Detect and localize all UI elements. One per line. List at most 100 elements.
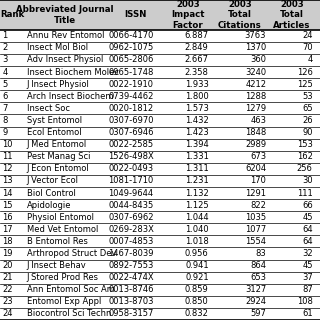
Text: 2003
Total
Citations: 2003 Total Citations xyxy=(218,0,262,30)
Text: J Insect Behav: J Insect Behav xyxy=(27,261,86,270)
Text: 0044-8435: 0044-8435 xyxy=(108,201,153,210)
Text: 0.941: 0.941 xyxy=(185,261,209,270)
Text: 153: 153 xyxy=(297,140,313,149)
Text: Pest Manag Sci: Pest Manag Sci xyxy=(27,152,90,161)
Text: 0307-6970: 0307-6970 xyxy=(108,116,154,125)
Text: 360: 360 xyxy=(250,55,266,65)
Text: 1526-498X: 1526-498X xyxy=(108,152,154,161)
Text: Biocontrol Sci Techn: Biocontrol Sci Techn xyxy=(27,309,111,318)
Text: ISSN: ISSN xyxy=(124,10,146,20)
Text: 70: 70 xyxy=(302,44,313,52)
Text: J Vector Ecol: J Vector Ecol xyxy=(27,176,79,185)
Text: 0022-0493: 0022-0493 xyxy=(108,164,153,173)
Text: Arch Insect Biochem: Arch Insect Biochem xyxy=(27,92,113,101)
Text: 597: 597 xyxy=(250,309,266,318)
Bar xyxy=(0,235,320,247)
Bar xyxy=(0,30,320,42)
Text: 1049-9644: 1049-9644 xyxy=(108,188,153,197)
Text: 90: 90 xyxy=(302,128,313,137)
Text: 0965-1748: 0965-1748 xyxy=(108,68,154,76)
Text: 1.125: 1.125 xyxy=(185,201,209,210)
Bar xyxy=(0,247,320,260)
Text: 0.850: 0.850 xyxy=(185,297,209,306)
Bar xyxy=(0,126,320,139)
Text: 6: 6 xyxy=(3,92,8,101)
Text: 32: 32 xyxy=(302,249,313,258)
Text: Ecol Entomol: Ecol Entomol xyxy=(27,128,81,137)
Text: 9: 9 xyxy=(3,128,8,137)
Text: 111: 111 xyxy=(297,188,313,197)
Text: 1848: 1848 xyxy=(245,128,266,137)
Text: 3127: 3127 xyxy=(245,285,266,294)
Text: 16: 16 xyxy=(3,213,13,222)
Text: 1077: 1077 xyxy=(245,225,266,234)
Text: 0022-1910: 0022-1910 xyxy=(108,80,153,89)
Text: 108: 108 xyxy=(297,297,313,306)
Text: 1.331: 1.331 xyxy=(185,152,209,161)
Text: 2003
Total
Articles: 2003 Total Articles xyxy=(273,0,311,30)
Text: 1291: 1291 xyxy=(245,188,266,197)
Text: 2989: 2989 xyxy=(245,140,266,149)
Text: 19: 19 xyxy=(3,249,13,258)
Bar xyxy=(0,78,320,90)
Text: 1.044: 1.044 xyxy=(185,213,209,222)
Text: 2.849: 2.849 xyxy=(185,44,209,52)
Text: 24: 24 xyxy=(302,31,313,40)
Bar xyxy=(0,284,320,296)
Bar xyxy=(0,187,320,199)
Text: Physiol Entomol: Physiol Entomol xyxy=(27,213,93,222)
Text: 64: 64 xyxy=(302,237,313,246)
Text: 1279: 1279 xyxy=(245,104,266,113)
Text: 17: 17 xyxy=(3,225,13,234)
Text: 864: 864 xyxy=(250,261,266,270)
Text: 1467-8039: 1467-8039 xyxy=(108,249,154,258)
Text: 0022-474X: 0022-474X xyxy=(108,273,154,282)
Bar xyxy=(0,260,320,272)
Text: Med Vet Entomol: Med Vet Entomol xyxy=(27,225,98,234)
Text: Insect Biochem Molec: Insect Biochem Molec xyxy=(27,68,119,76)
Text: Insect Mol Biol: Insect Mol Biol xyxy=(27,44,88,52)
Text: 1.231: 1.231 xyxy=(185,176,209,185)
Text: 64: 64 xyxy=(302,225,313,234)
Text: 0007-4853: 0007-4853 xyxy=(108,237,154,246)
Text: Adv Insect Physiol: Adv Insect Physiol xyxy=(27,55,103,65)
Text: 653: 653 xyxy=(250,273,266,282)
Bar xyxy=(0,296,320,308)
Text: 0958-3157: 0958-3157 xyxy=(108,309,154,318)
Text: 1035: 1035 xyxy=(245,213,266,222)
Bar xyxy=(0,151,320,163)
Text: 1.573: 1.573 xyxy=(185,104,209,113)
Text: 1.800: 1.800 xyxy=(185,92,209,101)
Text: B Entomol Res: B Entomol Res xyxy=(27,237,87,246)
Text: 6204: 6204 xyxy=(245,164,266,173)
Text: Insect Soc: Insect Soc xyxy=(27,104,69,113)
Text: 0066-4170: 0066-4170 xyxy=(108,31,154,40)
Text: 0739-4462: 0739-4462 xyxy=(108,92,154,101)
Text: 0307-6962: 0307-6962 xyxy=(108,213,154,222)
Text: 0.832: 0.832 xyxy=(185,309,209,318)
Text: 1.040: 1.040 xyxy=(185,225,209,234)
Text: J Econ Entomol: J Econ Entomol xyxy=(27,164,89,173)
Text: 7: 7 xyxy=(3,104,8,113)
Text: 1.432: 1.432 xyxy=(185,116,209,125)
Text: 8: 8 xyxy=(3,116,8,125)
Text: 1: 1 xyxy=(3,31,8,40)
Text: 162: 162 xyxy=(297,152,313,161)
Text: J Insect Physiol: J Insect Physiol xyxy=(27,80,89,89)
Text: Ann Entomol Soc Am: Ann Entomol Soc Am xyxy=(27,285,115,294)
Text: 3763: 3763 xyxy=(245,31,266,40)
Text: 14: 14 xyxy=(3,188,13,197)
Bar xyxy=(0,308,320,320)
Text: 65: 65 xyxy=(302,104,313,113)
Text: 0065-2806: 0065-2806 xyxy=(108,55,154,65)
Text: 83: 83 xyxy=(255,249,266,258)
Text: 61: 61 xyxy=(302,309,313,318)
Text: 1.423: 1.423 xyxy=(185,128,209,137)
Text: 66: 66 xyxy=(302,201,313,210)
Bar xyxy=(0,102,320,115)
Text: 11: 11 xyxy=(3,152,13,161)
Text: Rank: Rank xyxy=(0,10,24,20)
Text: 26: 26 xyxy=(302,116,313,125)
Bar xyxy=(0,54,320,66)
Text: 256: 256 xyxy=(297,164,313,173)
